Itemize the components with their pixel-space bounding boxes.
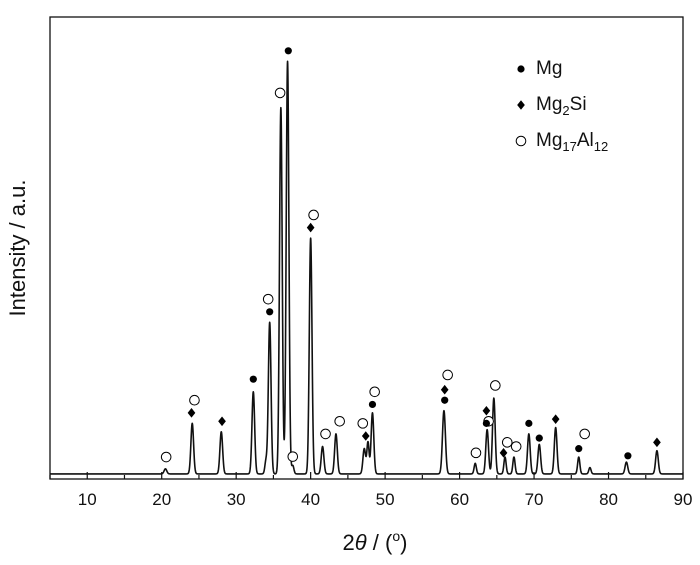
mg-peak-marker: [624, 452, 632, 460]
mg17al12-peak-marker: [320, 428, 331, 440]
mg-peak-marker: [575, 445, 583, 453]
x-tick-label: 30: [227, 490, 246, 509]
mg2si-peak-marker: [551, 414, 560, 424]
legend-entry-0: Mg: [536, 58, 562, 79]
mg-peak-marker: [368, 400, 377, 409]
mg17al12-peak-marker: [510, 441, 522, 452]
mg17al12-peak-marker: [442, 369, 453, 381]
plot-frame: [49, 16, 684, 480]
mg-peak-marker: [284, 47, 292, 55]
mg-peak-marker: [441, 396, 449, 404]
mg17al12-peak-marker: [189, 394, 200, 406]
x-tick-label: 10: [78, 490, 97, 509]
x-tick-label: 90: [674, 490, 693, 509]
x-tick-label: 40: [301, 490, 320, 509]
x-tick-label: 50: [376, 490, 395, 509]
y-axis-label: Intensity / a.u.: [5, 180, 30, 317]
x-tick-label: 20: [152, 490, 171, 509]
legend-entry-2: Mg17Al12: [536, 130, 608, 154]
mg17al12-peak-marker: [160, 451, 172, 463]
phase-markers: [160, 47, 661, 463]
x-tick-label: 60: [450, 490, 469, 509]
mg17al12-peak-marker: [357, 418, 369, 429]
mg2si-peak-marker: [187, 408, 196, 418]
mg17al12-peak-marker: [334, 415, 345, 427]
diffraction-pattern-line: [49, 60, 684, 475]
x-axis-tick-labels: 10 20 30 40 50 60 70 80 90: [78, 490, 693, 509]
legend-marker-2: [515, 135, 527, 147]
mg2si-peak-marker: [653, 437, 661, 448]
mg17al12-peak-marker: [490, 380, 501, 391]
legend-marker-1: [517, 100, 525, 110]
mg17al12-peak-marker: [501, 437, 513, 448]
mg2si-peak-marker: [361, 431, 370, 441]
mg17al12-peak-marker: [262, 293, 274, 305]
mg17al12-peak-marker: [369, 386, 380, 398]
legend: Mg Mg2Si Mg17Al12: [515, 58, 608, 154]
mg17al12-peak-marker: [470, 447, 482, 459]
mg2si-peak-marker: [306, 222, 315, 233]
mg2si-peak-marker: [482, 405, 491, 416]
mg17al12-peak-marker: [274, 87, 286, 99]
mg17al12-peak-marker: [308, 209, 319, 221]
mg-peak-marker: [525, 419, 533, 427]
legend-marker-0: [517, 65, 525, 73]
plot-area-border: [49, 16, 684, 480]
mg-peak-marker: [249, 375, 257, 383]
x-tick-label: 70: [525, 490, 544, 509]
mg17al12-peak-marker: [579, 428, 590, 440]
mg2si-peak-marker: [440, 384, 449, 395]
mg-peak-marker: [535, 434, 543, 442]
x-axis-label: 2θ / (o): [343, 528, 408, 555]
mg2si-peak-marker: [218, 416, 226, 427]
mg-peak-marker: [266, 308, 274, 316]
mg-peak-marker: [482, 419, 490, 427]
mg17al12-peak-marker: [287, 451, 299, 462]
x-tick-label: 80: [599, 490, 618, 509]
mg2si-peak-marker: [499, 448, 508, 458]
legend-entry-1: Mg2Si: [536, 94, 587, 118]
